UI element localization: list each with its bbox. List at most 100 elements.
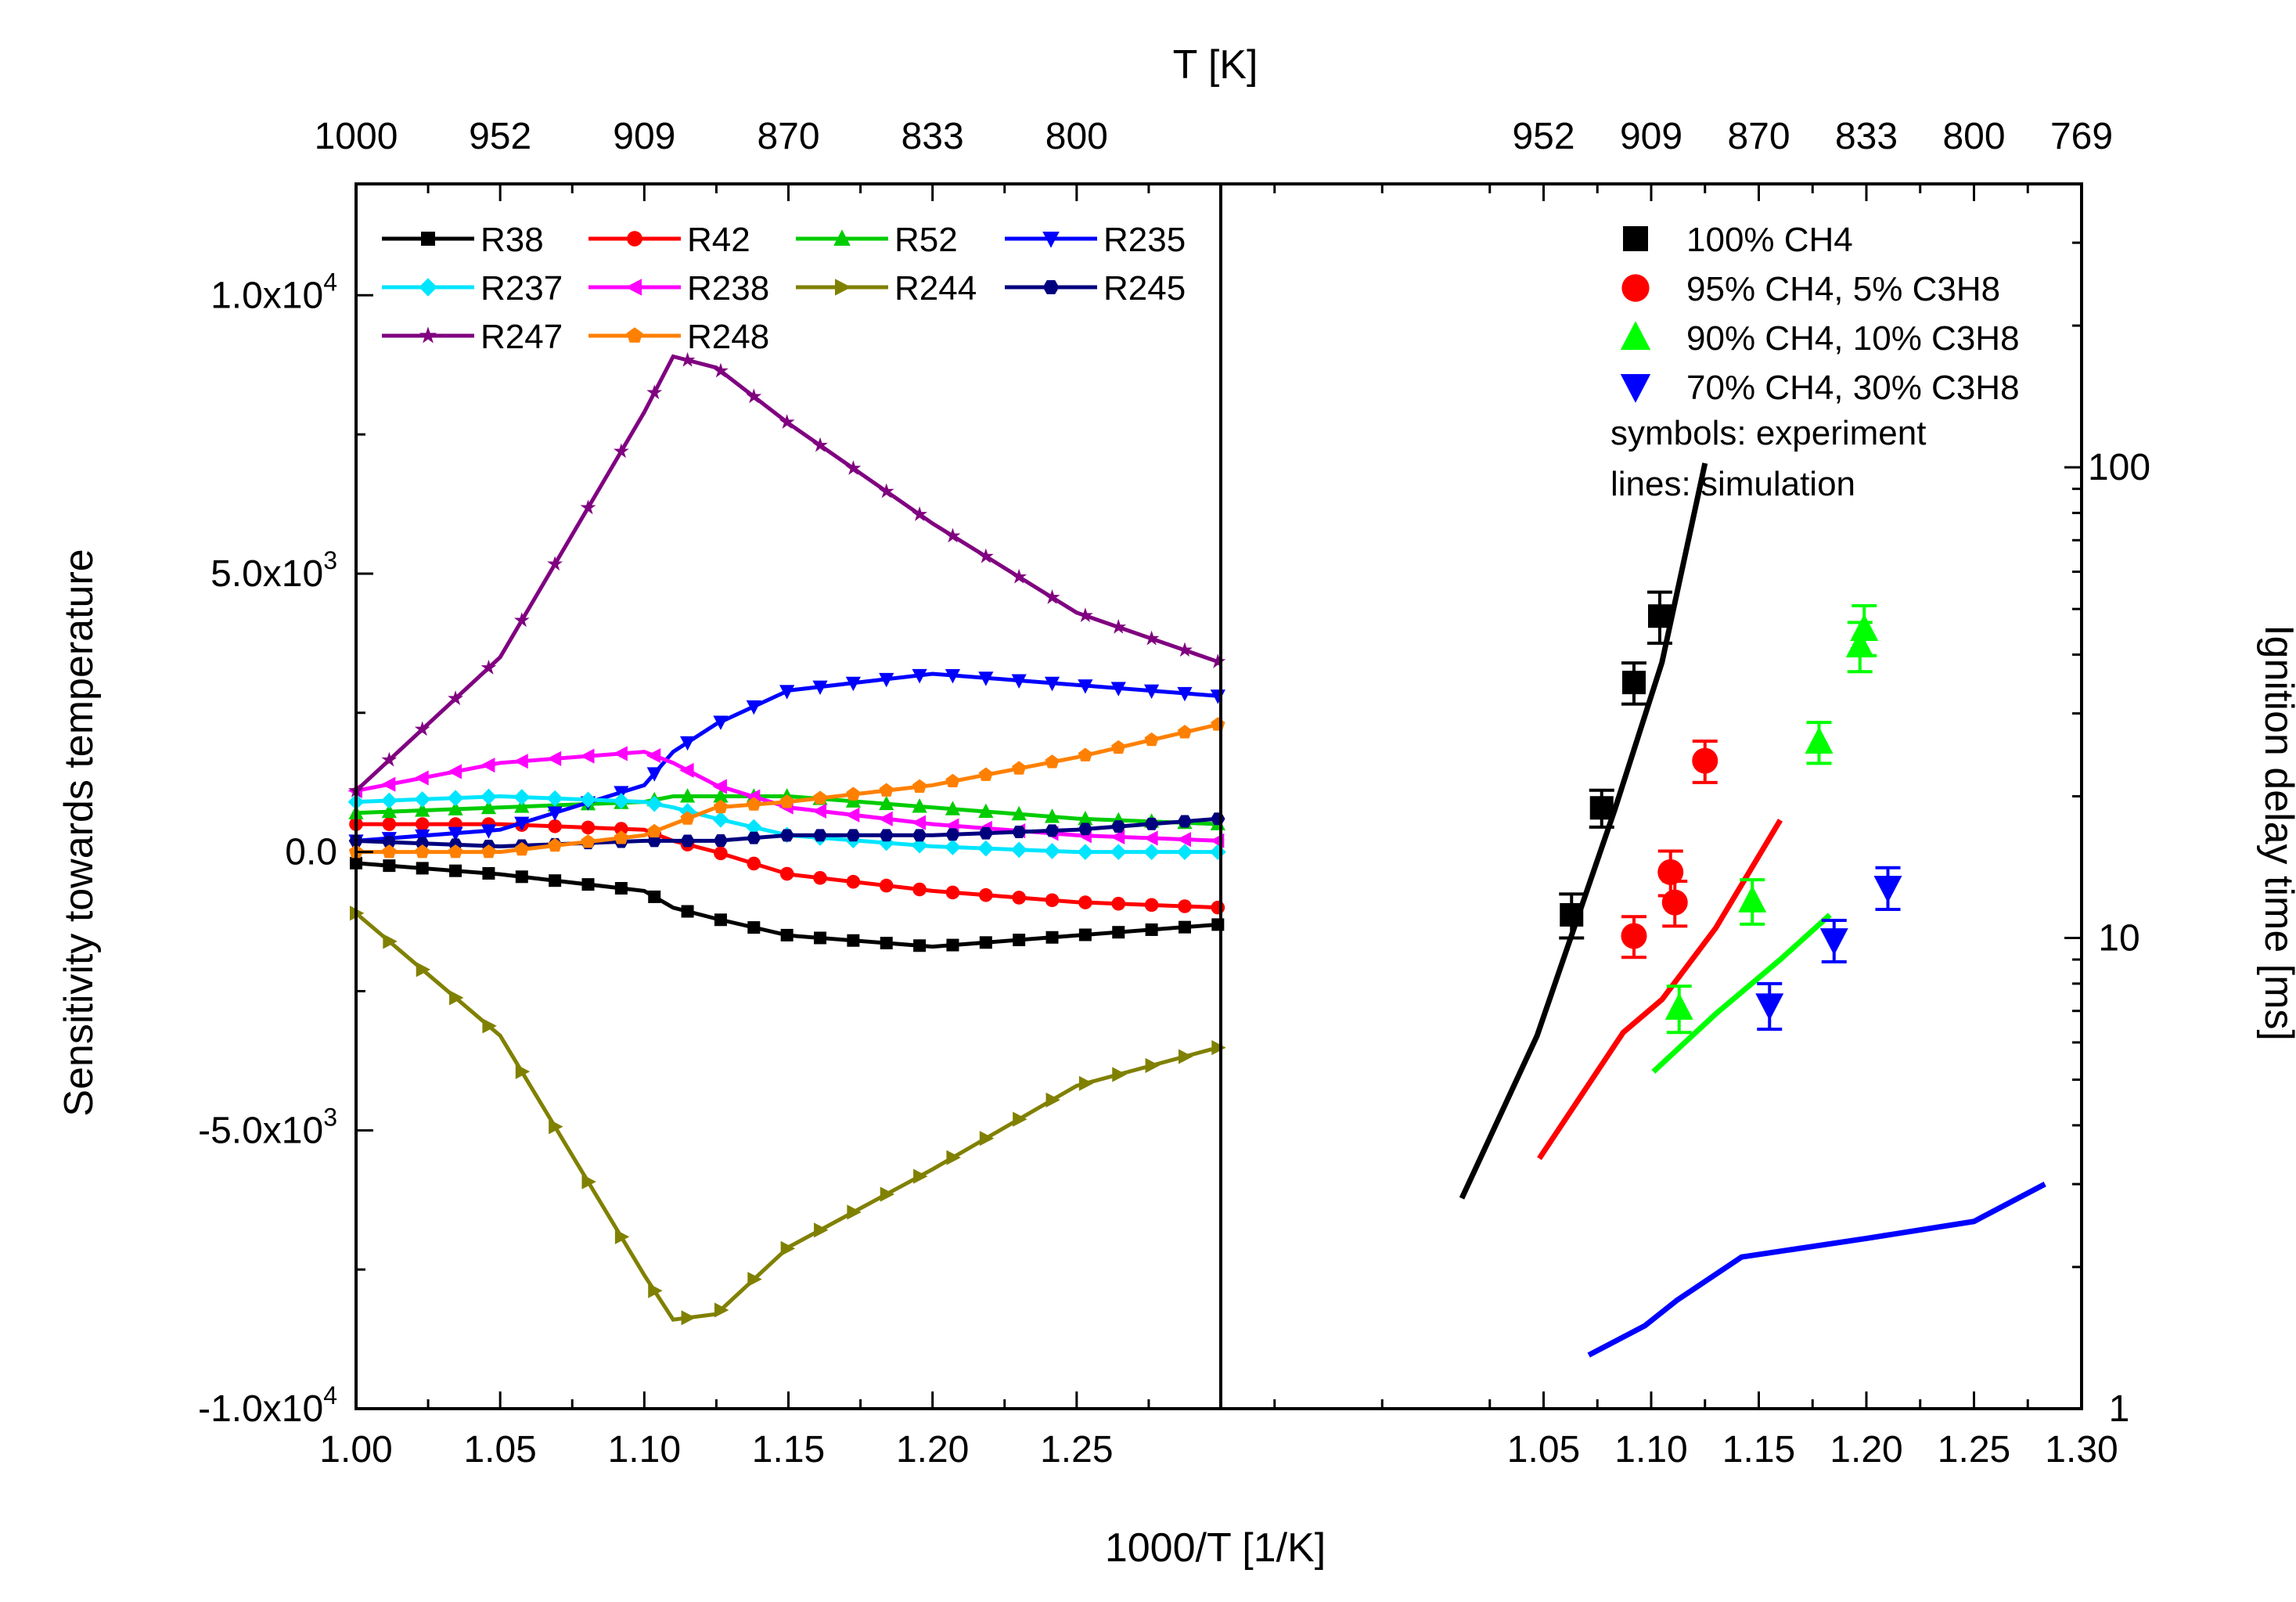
point-R237 — [1010, 841, 1027, 859]
point-R38 — [482, 866, 495, 880]
legend-item-R52: R52 — [796, 221, 958, 259]
point-R245 — [779, 829, 794, 842]
x-tick-label-bottom-left: 1.15 — [752, 1429, 825, 1471]
point-R235 — [1177, 686, 1193, 702]
point-R244 — [648, 1283, 663, 1298]
point-R245 — [1144, 817, 1159, 830]
point-R38 — [1013, 934, 1026, 947]
point-R245 — [978, 826, 994, 840]
point-R248 — [448, 844, 463, 859]
point-R42 — [1078, 895, 1092, 909]
legend-ignition-marker — [1623, 226, 1648, 251]
point-R52 — [415, 802, 430, 817]
x-tick-label-bottom-right: 1.15 — [1722, 1429, 1795, 1471]
point-R238 — [513, 754, 528, 769]
legend-marker — [626, 327, 643, 343]
point-R247 — [1044, 589, 1060, 604]
point-R238 — [878, 811, 893, 826]
legend-marker — [1042, 232, 1060, 248]
legend-marker — [833, 229, 851, 246]
experiment-point — [1755, 993, 1784, 1021]
point-R38 — [1045, 931, 1059, 944]
x-tick-label-bottom-right: 1.05 — [1507, 1429, 1580, 1471]
legend-ignition-label: 95% CH4, 5% C3H8 — [1686, 270, 2000, 308]
point-R235 — [514, 816, 530, 832]
point-R244 — [681, 1310, 696, 1326]
point-R38 — [847, 934, 860, 947]
line-R247 — [354, 354, 1222, 793]
point-R248 — [1111, 740, 1126, 754]
point-R245 — [1045, 824, 1060, 837]
x-tick-label-top-left: 952 — [469, 116, 531, 157]
point-R248 — [382, 844, 397, 859]
point-R247 — [1011, 568, 1027, 584]
point-R42 — [714, 846, 728, 861]
point-R52 — [879, 795, 894, 811]
point-R244 — [416, 962, 431, 977]
point-R42 — [1144, 898, 1159, 913]
point-R237 — [1077, 844, 1094, 861]
x-tick-label-top-right: 909 — [1620, 116, 1682, 157]
legend-ignition-marker — [1620, 374, 1651, 403]
point-R52 — [381, 803, 397, 819]
point-R248 — [713, 799, 729, 814]
legend-ignition-marker — [1621, 274, 1650, 302]
series-R248 — [348, 717, 1225, 859]
y-tick-exponent: 3 — [323, 546, 337, 574]
point-R235 — [912, 668, 927, 684]
legend-marker — [421, 232, 435, 246]
point-R238 — [447, 764, 462, 779]
point-R247 — [977, 548, 994, 563]
point-R248 — [747, 797, 761, 811]
point-R235 — [1078, 679, 1093, 694]
x-tick-label-bottom-left: 1.20 — [896, 1429, 969, 1471]
point-R38 — [549, 874, 562, 887]
legend-label-R42: R42 — [687, 221, 750, 259]
axes-frame: 1.00 1000 1.05 952 1.10 909 1.15 870 1.20 833 1.25… — [198, 116, 2150, 1471]
point-R244 — [1145, 1057, 1160, 1074]
point-R247 — [1177, 642, 1193, 657]
point-R245 — [713, 834, 729, 847]
series-R247 — [348, 351, 1226, 797]
legend-item-R38: R38 — [382, 221, 544, 259]
point-R248 — [415, 844, 430, 859]
point-R238 — [1143, 830, 1158, 846]
series-R42 — [349, 817, 1225, 915]
point-R52 — [1044, 808, 1060, 823]
x-tick-label-top-left: 909 — [613, 116, 675, 157]
experiment-point — [1845, 630, 1874, 657]
point-R248 — [1012, 761, 1027, 775]
point-R237 — [1176, 844, 1193, 861]
point-R238 — [580, 748, 595, 764]
experiment-point — [1873, 876, 1902, 903]
point-R238 — [380, 776, 396, 792]
x-tick-label-bottom-left: 1.10 — [608, 1429, 681, 1471]
legend-marker — [835, 279, 851, 296]
point-R245 — [1011, 826, 1027, 838]
ignition-series-0 — [1459, 463, 1708, 1200]
series-R244 — [350, 905, 1226, 1326]
legend-item-R244: R244 — [796, 269, 977, 308]
point-R247 — [945, 527, 961, 543]
x-tick-label-top-right: 769 — [2050, 116, 2113, 157]
point-R244 — [515, 1064, 531, 1079]
y-tick-label-right: 100 — [2088, 447, 2150, 488]
point-R245 — [680, 834, 695, 848]
point-R237 — [480, 788, 497, 805]
point-R235 — [480, 824, 497, 839]
point-R38 — [581, 878, 595, 891]
point-R244 — [1112, 1067, 1127, 1082]
point-R235 — [746, 700, 761, 715]
point-R38 — [1178, 920, 1191, 934]
point-R38 — [714, 913, 727, 927]
point-R248 — [1211, 717, 1225, 731]
legend-sensitivity: R38 R42 R52 R235 R237 R238 R244 R245 R247 R248 — [382, 221, 1186, 356]
point-R237 — [745, 819, 762, 836]
point-R244 — [880, 1186, 895, 1202]
point-R52 — [713, 788, 729, 803]
point-R238 — [679, 762, 694, 778]
point-R245 — [647, 834, 662, 848]
point-R248 — [481, 844, 496, 859]
point-R247 — [878, 483, 894, 499]
legend-ignition-label: 70% CH4, 30% C3H8 — [1686, 369, 2020, 407]
